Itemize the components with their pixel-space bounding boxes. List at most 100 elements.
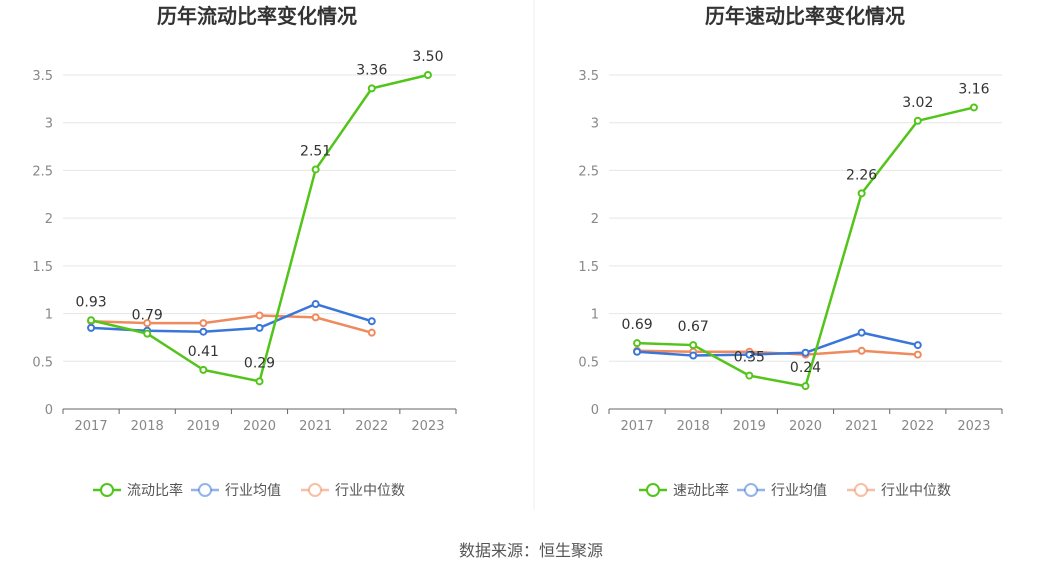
data-label: 0.41 xyxy=(188,344,219,360)
y-tick-label: 1 xyxy=(591,308,599,323)
data-point xyxy=(423,71,432,79)
data-point xyxy=(633,339,642,348)
data-point xyxy=(367,84,376,93)
data-label: 3.36 xyxy=(356,62,387,78)
x-tick-label: 2017 xyxy=(621,419,654,434)
data-point xyxy=(255,377,264,386)
y-tick-label: 3 xyxy=(591,117,599,132)
y-tick-label: 0 xyxy=(45,403,53,418)
data-source-note: 数据来源：恒生聚源 xyxy=(458,541,603,560)
legend-item: 行业均值 xyxy=(737,483,827,499)
data-point xyxy=(143,329,152,338)
x-tick-label: 2019 xyxy=(187,419,220,434)
x-tick-label: 2022 xyxy=(901,419,934,434)
data-point xyxy=(311,300,320,309)
data-point xyxy=(913,350,922,359)
data-point xyxy=(633,347,642,356)
series-line xyxy=(636,331,919,357)
y-tick-label: 3 xyxy=(45,117,53,132)
legend-item: 行业中位数 xyxy=(847,483,951,499)
data-point xyxy=(367,317,376,326)
x-tick-label: 2022 xyxy=(355,419,388,434)
legend-item: 流动比率 xyxy=(93,482,183,499)
series-line xyxy=(90,73,429,383)
y-tick-label: 2.5 xyxy=(32,164,53,179)
x-tick-label: 2021 xyxy=(299,419,332,434)
data-point xyxy=(255,323,264,332)
data-label: 0.67 xyxy=(678,319,709,335)
data-point xyxy=(913,341,922,350)
data-point xyxy=(311,165,320,174)
data-label: 3.50 xyxy=(412,49,443,65)
y-tick-label: 1 xyxy=(45,308,53,323)
x-tick-label: 2017 xyxy=(75,419,108,434)
data-point xyxy=(801,348,810,357)
data-label: 0.35 xyxy=(734,350,765,366)
series-line xyxy=(91,314,373,334)
legend-swatch-marker xyxy=(744,483,758,497)
y-tick-label: 2 xyxy=(591,212,599,227)
y-tick-label: 3.5 xyxy=(578,69,599,84)
data-label: 2.51 xyxy=(300,143,331,159)
y-tick-label: 3.5 xyxy=(32,69,53,84)
series-line xyxy=(637,106,975,388)
legend-label: 流动比率 xyxy=(127,482,183,499)
legend-swatch-marker xyxy=(308,483,322,497)
x-tick-label: 2018 xyxy=(131,419,164,434)
x-tick-label: 2021 xyxy=(845,419,878,434)
legend-swatch-marker xyxy=(198,483,212,497)
data-point xyxy=(689,351,698,360)
data-point xyxy=(87,323,96,332)
chart-title: 历年流动比率变化情况 xyxy=(157,4,357,28)
data-label: 0.69 xyxy=(621,317,652,333)
data-point xyxy=(87,316,96,325)
x-tick-label: 2020 xyxy=(243,419,276,434)
chart-title: 历年速动比率变化情况 xyxy=(705,4,905,28)
legend-label: 行业中位数 xyxy=(881,483,951,499)
x-tick-label: 2023 xyxy=(957,419,990,434)
legend-swatch-marker xyxy=(854,483,868,497)
legend-swatch-marker xyxy=(100,483,114,497)
legend-label: 行业均值 xyxy=(771,483,827,499)
legend-label: 行业均值 xyxy=(225,483,281,499)
data-point xyxy=(857,189,866,198)
data-point xyxy=(199,327,208,336)
data-point xyxy=(199,365,208,374)
y-tick-label: 2.5 xyxy=(578,164,599,179)
data-point xyxy=(745,350,754,359)
data-point xyxy=(801,382,810,391)
y-tick-label: 0.5 xyxy=(32,355,53,370)
data-point xyxy=(143,319,152,328)
data-point xyxy=(199,319,208,328)
legend-item: 行业均值 xyxy=(191,483,281,499)
y-tick-label: 1.5 xyxy=(578,260,599,275)
data-label: 3.16 xyxy=(958,81,989,97)
y-tick-label: 2 xyxy=(45,212,53,227)
x-tick-label: 2020 xyxy=(789,419,822,434)
legend-swatch-marker xyxy=(646,483,660,497)
data-point xyxy=(857,328,866,337)
data-point xyxy=(311,313,320,322)
chart-1: 历年流动比率变化情况 0 0.5 1 1.5 2 2.5 3 3.5 2017 2018 2019 20… xyxy=(32,4,457,499)
data-label: 2.26 xyxy=(846,167,877,183)
y-tick-label: 0 xyxy=(591,403,599,418)
x-tick-label: 2019 xyxy=(733,419,766,434)
x-tick-label: 2023 xyxy=(411,419,444,434)
legend-item: 行业中位数 xyxy=(301,483,405,499)
data-point xyxy=(689,341,698,350)
data-label: 0.93 xyxy=(75,294,106,310)
x-tick-label: 2018 xyxy=(677,419,710,434)
data-label: 0.24 xyxy=(790,360,821,376)
legend-item: 速动比率 xyxy=(639,482,729,499)
data-point xyxy=(857,346,866,355)
chart-2: 历年速动比率变化情况 0 0.5 1 1.5 2 2.5 3 3.5 2017 2018 2019 20… xyxy=(578,4,1003,499)
data-point xyxy=(745,371,754,380)
y-tick-label: 0.5 xyxy=(578,355,599,370)
legend-label: 速动比率 xyxy=(673,482,729,499)
data-point xyxy=(913,116,922,125)
y-tick-label: 1.5 xyxy=(32,260,53,275)
data-point xyxy=(367,328,376,337)
data-point xyxy=(969,103,978,112)
legend-label: 行业中位数 xyxy=(335,483,405,499)
